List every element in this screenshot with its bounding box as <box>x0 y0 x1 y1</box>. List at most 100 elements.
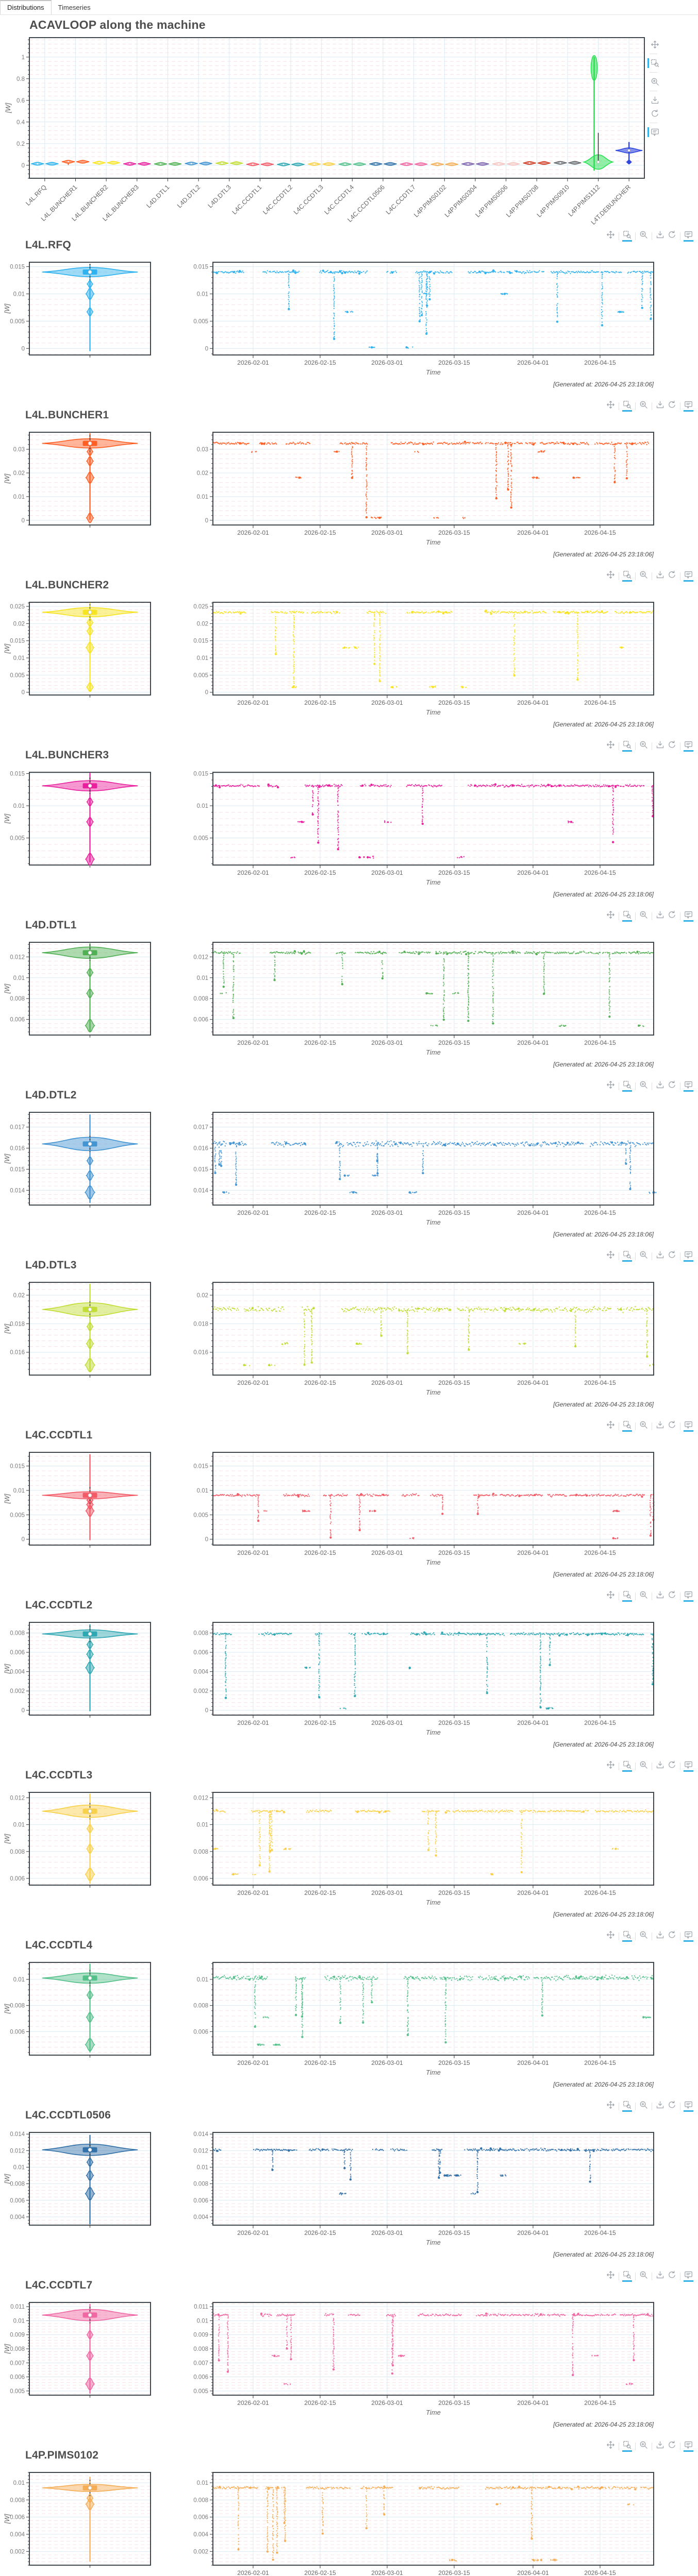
tool-save[interactable] <box>655 1420 665 1432</box>
tool-reset[interactable] <box>667 910 677 922</box>
tool-save[interactable] <box>655 1250 665 1262</box>
tool-reset[interactable] <box>667 740 677 752</box>
tool-wheel-zoom[interactable] <box>639 570 649 582</box>
tool-pan[interactable] <box>606 2100 616 2112</box>
tool-save[interactable] <box>655 1080 665 1092</box>
tool-pan[interactable] <box>606 400 616 412</box>
tool-hover[interactable] <box>684 2270 693 2282</box>
tool-pan[interactable] <box>647 40 659 49</box>
tool-save[interactable] <box>655 1760 665 1772</box>
tool-pan[interactable] <box>606 1760 616 1772</box>
tool-wheel-zoom[interactable] <box>639 1250 649 1262</box>
tool-save[interactable] <box>655 2100 665 2112</box>
tool-reset[interactable] <box>667 1590 677 1602</box>
tool-pan[interactable] <box>606 1420 616 1432</box>
tool-hover[interactable] <box>684 740 693 752</box>
tool-wheel-zoom[interactable] <box>639 1760 649 1772</box>
tool-pan[interactable] <box>606 570 616 582</box>
overview-violin-plot[interactable]: 0 0.2 0.4 0.6 0.8 1 [W] L4L.RFQL4L.BUNCHER1L4L.… <box>0 15 698 228</box>
tool-save[interactable] <box>647 95 659 105</box>
row-plots-L4C.CCDTL1[interactable]: 0 0.005 0.01 0.015 [W] 0 0.005 0.01 0.015 2026-02… <box>0 1444 698 1588</box>
tool-wheel-zoom[interactable] <box>639 2441 649 2452</box>
tool-box-zoom[interactable] <box>622 230 632 242</box>
tool-save[interactable] <box>655 2270 665 2282</box>
tool-wheel-zoom[interactable] <box>639 2100 649 2112</box>
row-plots-L4C.CCDTL7[interactable]: 0.0050.0060.0070.0080.0090.010.011[W]0.0… <box>0 2294 698 2438</box>
tool-box-zoom[interactable] <box>622 2441 632 2452</box>
row-plots-L4L.BUNCHER2[interactable]: 0 0.005 0.01 0.015 0.02 0.025 [W] 0 0.005 0.01 0.0… <box>0 594 698 738</box>
tool-reset[interactable] <box>667 570 677 582</box>
row-plots-L4C.CCDTL4[interactable]: 0.006 0.008 0.01 [W] 0.006 0.008 0.01 2026-02-0… <box>0 1954 698 2098</box>
tool-hover[interactable] <box>684 2441 693 2452</box>
tool-hover[interactable] <box>684 570 693 582</box>
tool-box-zoom[interactable] <box>622 570 632 582</box>
tool-hover[interactable] <box>684 1930 693 1942</box>
tool-hover[interactable] <box>684 910 693 922</box>
tool-pan[interactable] <box>606 1250 616 1262</box>
tool-wheel-zoom[interactable] <box>639 740 649 752</box>
tool-wheel-zoom[interactable] <box>639 1590 649 1602</box>
tool-reset[interactable] <box>667 1080 677 1092</box>
tool-reset[interactable] <box>667 1250 677 1262</box>
tool-wheel-zoom[interactable] <box>639 1420 649 1432</box>
tab-distributions[interactable]: Distributions <box>0 0 52 14</box>
tool-reset[interactable] <box>667 230 677 242</box>
tool-box-zoom[interactable] <box>622 740 632 752</box>
row-plots-L4L.RFQ[interactable]: 0 0.005 0.01 0.015 [W] 0 0.005 0.01 0.015 2026-02… <box>0 254 698 398</box>
tool-reset[interactable] <box>667 2441 677 2452</box>
tool-save[interactable] <box>655 740 665 752</box>
tool-save[interactable] <box>655 1590 665 1602</box>
tool-pan[interactable] <box>606 910 616 922</box>
row-plots-L4C.CCDTL3[interactable]: 0.006 0.008 0.01 0.012 [W] 0.006 0.008 0.01 0.01… <box>0 1784 698 1928</box>
tool-box-zoom[interactable] <box>622 400 632 412</box>
tool-pan[interactable] <box>606 740 616 752</box>
tool-wheel-zoom[interactable] <box>639 230 649 242</box>
tool-hover[interactable] <box>684 1590 693 1602</box>
row-plots-L4P.PIMS0102[interactable]: 0.0020.0040.0060.0080.01[W]0.0020.0040.0… <box>0 2464 698 2576</box>
tool-hover[interactable] <box>684 1760 693 1772</box>
tool-reset[interactable] <box>667 1760 677 1772</box>
tool-box-zoom[interactable] <box>622 1250 632 1262</box>
tool-wheel-zoom[interactable] <box>639 2270 649 2282</box>
tool-wheel-zoom[interactable] <box>639 1930 649 1942</box>
tool-box-zoom[interactable] <box>622 2100 632 2112</box>
tool-reset[interactable] <box>647 109 659 118</box>
tool-wheel-zoom[interactable] <box>647 77 659 87</box>
tool-save[interactable] <box>655 400 665 412</box>
tool-box-zoom[interactable] <box>622 1420 632 1432</box>
tool-hover[interactable] <box>684 1420 693 1432</box>
tool-pan[interactable] <box>606 2441 616 2452</box>
tool-box-zoom[interactable] <box>622 1930 632 1942</box>
row-plots-L4D.DTL2[interactable]: 0.0140.0150.0160.017[W]0.0140.0150.0160.… <box>0 1104 698 1248</box>
tool-box-zoom[interactable] <box>622 1080 632 1092</box>
tool-wheel-zoom[interactable] <box>639 910 649 922</box>
tool-hover[interactable] <box>647 127 659 137</box>
tool-box-zoom[interactable] <box>622 1590 632 1602</box>
row-plots-L4D.DTL1[interactable]: 0.006 0.008 0.01 0.012 [W] 0.006 0.008 0.01 0.01… <box>0 934 698 1078</box>
tool-box-zoom[interactable] <box>647 58 659 68</box>
tool-pan[interactable] <box>606 230 616 242</box>
tool-save[interactable] <box>655 1930 665 1942</box>
row-plots-L4L.BUNCHER3[interactable]: 0.005 0.01 0.015 [W] 0.005 0.01 0.015 2026-02-0… <box>0 764 698 908</box>
tool-box-zoom[interactable] <box>622 2270 632 2282</box>
tool-reset[interactable] <box>667 2100 677 2112</box>
tool-save[interactable] <box>655 230 665 242</box>
tool-save[interactable] <box>655 2441 665 2452</box>
tool-reset[interactable] <box>667 1930 677 1942</box>
tool-box-zoom[interactable] <box>622 910 632 922</box>
tool-reset[interactable] <box>667 400 677 412</box>
tab-timeseries[interactable]: Timeseries <box>58 4 91 11</box>
row-plots-L4D.DTL3[interactable]: 0.016 0.018 0.02 [W] 0.016 0.018 0.02 2026-02-0… <box>0 1274 698 1418</box>
tool-reset[interactable] <box>667 1420 677 1432</box>
tool-box-zoom[interactable] <box>622 1760 632 1772</box>
tool-pan[interactable] <box>606 1590 616 1602</box>
tool-pan[interactable] <box>606 2270 616 2282</box>
tool-pan[interactable] <box>606 1080 616 1092</box>
tool-hover[interactable] <box>684 2100 693 2112</box>
tool-save[interactable] <box>655 570 665 582</box>
tool-wheel-zoom[interactable] <box>639 1080 649 1092</box>
row-plots-L4C.CCDTL0506[interactable]: 0.0040.0060.0080.010.0120.014[W]0.0040.0… <box>0 2124 698 2268</box>
tool-hover[interactable] <box>684 1080 693 1092</box>
tool-save[interactable] <box>655 910 665 922</box>
